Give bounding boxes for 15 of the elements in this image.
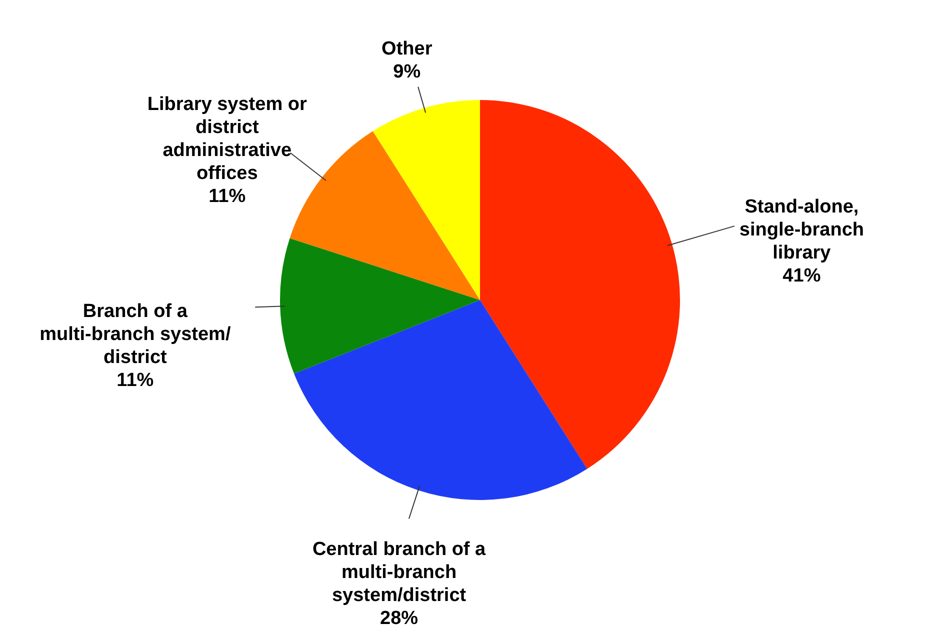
data-label: 41% bbox=[782, 266, 821, 287]
pie-slice bbox=[280, 238, 480, 374]
data-label: 9% bbox=[393, 61, 421, 82]
slice-label: Stand-alone, single-branch library bbox=[739, 196, 864, 264]
slice-label: Other bbox=[382, 38, 433, 60]
data-label: 11% bbox=[116, 370, 154, 391]
pie-slice bbox=[294, 300, 588, 500]
slice-label: Library system or district administrative offices bbox=[147, 94, 308, 184]
data-label: 11% bbox=[208, 186, 246, 207]
pie-slice bbox=[372, 100, 480, 300]
data-label: 28% bbox=[380, 608, 418, 630]
pie-slice bbox=[290, 131, 480, 300]
slice-label: Central branch of a multi-branch system/district bbox=[312, 539, 486, 606]
slice-label: Branch of a multi-branch system/ district bbox=[40, 300, 232, 368]
pie-slice bbox=[480, 100, 680, 469]
